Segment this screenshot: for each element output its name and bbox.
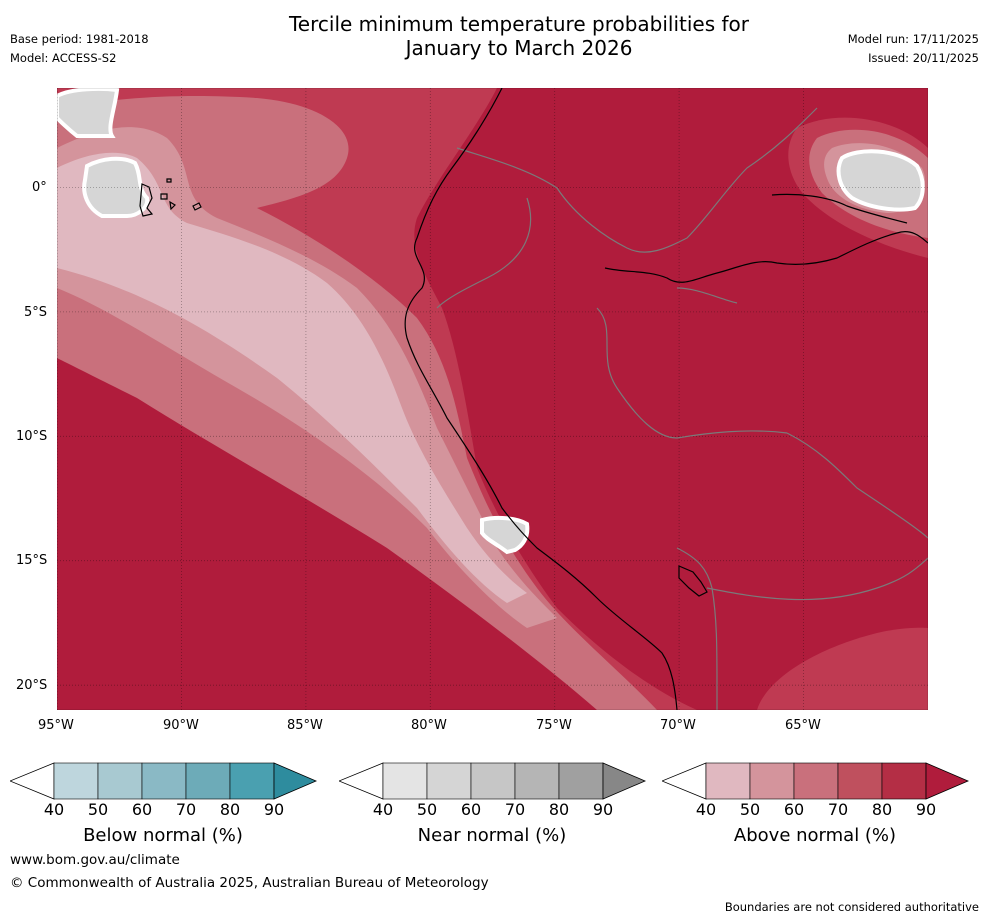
colorbar-below-normal-max-arrow (273, 762, 318, 800)
lat-label-10s: 10°S (16, 429, 48, 444)
cb-above-tick-50: 50 (739, 800, 761, 819)
colorbar-below-normal-min-arrow (10, 762, 55, 800)
probability-map (57, 88, 928, 710)
cb-above-tick-80: 80 (871, 800, 893, 819)
lon-label-90w: 90°W (163, 718, 199, 733)
cb-below-tick-70: 70 (175, 800, 197, 819)
colorbar-above-swatch-80 (881, 762, 927, 800)
cb-near-tick-60: 60 (460, 800, 482, 819)
model-text: Model: ACCESS-S2 (10, 51, 117, 65)
colorbar-near-normal-min-arrow (339, 762, 384, 800)
cb-below-tick-50: 50 (87, 800, 109, 819)
boundaries-disclaimer: Boundaries are not considered authoritat… (724, 900, 979, 914)
colorbar-near-normal-label: Near normal (%) (417, 825, 567, 846)
cb-above-tick-70: 70 (827, 800, 849, 819)
cb-below-tick-60: 60 (131, 800, 153, 819)
colorbar-below-swatch-60 (141, 762, 187, 800)
near-normal-patch-northwest (57, 88, 120, 138)
colorbar-above-swatch-40 (705, 762, 751, 800)
cb-below-tick-40: 40 (43, 800, 65, 819)
lat-label-20s: 20°S (16, 678, 48, 693)
coastline (404, 88, 678, 710)
cb-above-tick-40: 40 (695, 800, 717, 819)
colorbar-above-swatch-50 (749, 762, 795, 800)
colorbar-below-swatch-40 (53, 762, 99, 800)
lon-label-70w: 70°W (660, 718, 696, 733)
cb-near-tick-50: 50 (416, 800, 438, 819)
negro-river (771, 193, 908, 224)
colorbar-near-normal-max-arrow (602, 762, 647, 800)
lon-label-85w: 85°W (287, 718, 323, 733)
colorbar-near-normal (339, 762, 647, 800)
lon-label-95w: 95°W (38, 718, 74, 733)
cb-near-tick-70: 70 (504, 800, 526, 819)
copyright-text: © Commonwealth of Australia 2025, Austra… (10, 875, 489, 891)
colorbar-near-swatch-50 (426, 762, 472, 800)
colorbar-below-swatch-50 (97, 762, 143, 800)
shade-above-80-south (757, 627, 928, 710)
lat-label-5s: 5°S (24, 305, 48, 320)
lake-titicaca (678, 565, 708, 597)
colorbar-above-normal-label: Above normal (%) (733, 825, 897, 846)
colorbar-above-normal-max-arrow (925, 762, 970, 800)
colorbar-near-swatch-40 (382, 762, 428, 800)
colorbar-below-swatch-70 (185, 762, 231, 800)
amazon-river (604, 231, 928, 283)
colorbar-above-normal (662, 762, 970, 800)
cb-below-tick-80: 80 (219, 800, 241, 819)
cb-near-tick-90: 90 (592, 800, 614, 819)
base-period-text: Base period: 1981-2018 (10, 32, 149, 46)
cb-above-tick-90: 90 (915, 800, 937, 819)
galapagos-islands (139, 178, 202, 217)
lat-label-15s: 15°S (16, 553, 48, 568)
title-line-1: Tercile minimum temperature probabilitie… (288, 12, 750, 36)
shade-above-50 (57, 152, 527, 603)
lon-label-75w: 75°W (536, 718, 572, 733)
colorbar-below-swatch-80 (229, 762, 275, 800)
cb-near-tick-40: 40 (372, 800, 394, 819)
cb-near-tick-80: 80 (548, 800, 570, 819)
colorbar-near-swatch-60 (470, 762, 516, 800)
colorbar-above-swatch-60 (793, 762, 839, 800)
graticule (57, 88, 928, 710)
map-title: Tercile minimum temperature probabilitie… (0, 12, 988, 60)
model-run-text: Model run: 17/11/2025 (847, 32, 979, 46)
lon-label-80w: 80°W (411, 718, 447, 733)
colorbar-below-normal (10, 762, 318, 800)
lon-label-65w: 65°W (785, 718, 821, 733)
near-normal-patch-galapagos (82, 156, 150, 218)
colorbar-near-swatch-80 (558, 762, 604, 800)
colorbar-above-normal-min-arrow (662, 762, 707, 800)
near-normal-patch-peru (480, 515, 530, 555)
title-line-2: January to March 2026 (405, 36, 633, 60)
colorbar-above-swatch-70 (837, 762, 883, 800)
cb-above-tick-60: 60 (783, 800, 805, 819)
issued-text: Issued: 20/11/2025 (868, 51, 979, 65)
website-link[interactable]: www.bom.gov.au/climate (10, 852, 180, 868)
near-normal-patch-east (836, 149, 925, 212)
colorbar-below-normal-label: Below normal (%) (83, 825, 243, 846)
lat-label-0: 0° (32, 180, 47, 195)
country-borders (436, 107, 928, 710)
cb-below-tick-90: 90 (263, 800, 285, 819)
colorbar-near-swatch-70 (514, 762, 560, 800)
